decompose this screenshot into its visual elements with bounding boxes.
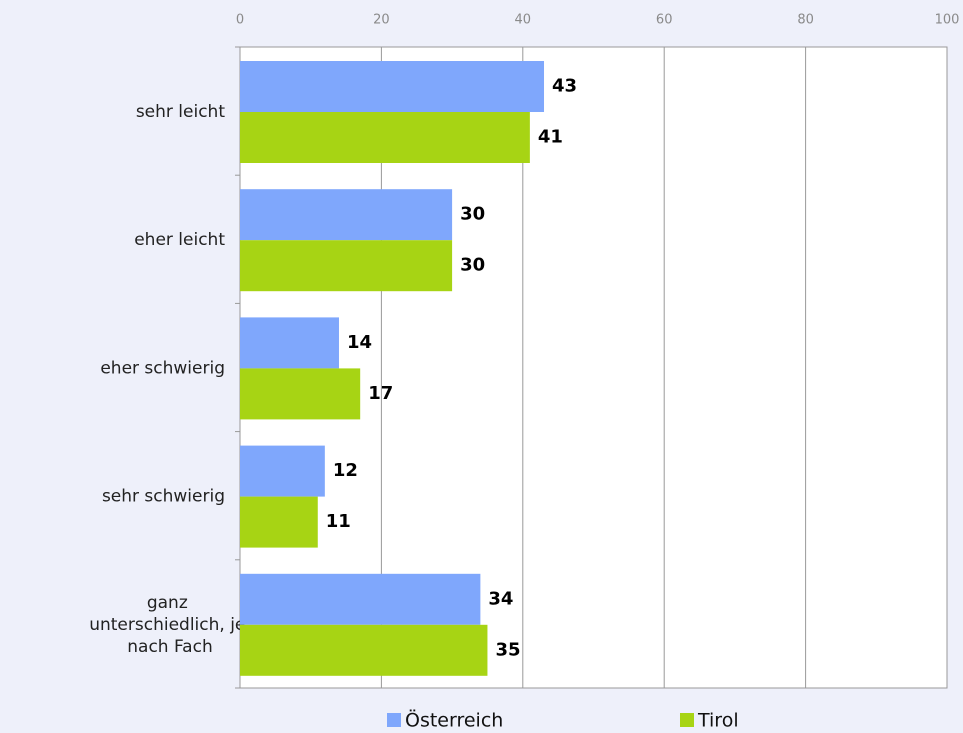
x-tick-label: 0: [236, 13, 244, 28]
bar: [240, 496, 318, 548]
y-tick-label: sehr schwierig: [102, 487, 225, 507]
legend-label: Österreich: [405, 709, 503, 732]
value-label: 34: [488, 588, 513, 609]
x-tick-label: 20: [373, 13, 390, 28]
label-line: nach Fach: [127, 637, 212, 657]
legend-swatch: [680, 713, 694, 727]
value-label: 14: [347, 332, 372, 353]
legend-label: Tirol: [697, 710, 739, 732]
value-label: 11: [326, 511, 351, 532]
y-tick-label: sehr leicht: [136, 102, 226, 122]
bar: [240, 61, 545, 112]
value-label: 17: [368, 383, 393, 404]
y-tick-label: ganz unterschiedlich, je nach Fach: [89, 593, 251, 657]
value-label: 30: [460, 204, 485, 225]
bar: [240, 112, 530, 163]
bar: [240, 189, 453, 241]
y-tick-label: eher leicht: [134, 230, 225, 250]
bar: [240, 368, 361, 420]
y-tick-label: eher schwierig: [100, 358, 225, 378]
bar: [240, 317, 339, 369]
bar: [240, 445, 325, 497]
x-tick-label: 40: [515, 13, 532, 28]
bar: [240, 573, 481, 625]
x-tick-label: 100: [935, 13, 960, 28]
bar: [240, 624, 488, 676]
value-label: 30: [460, 255, 485, 276]
x-tick-label: 80: [797, 13, 814, 28]
label-line: ganz: [147, 593, 193, 613]
legend-swatch: [387, 713, 401, 727]
value-label: 35: [495, 639, 520, 660]
bar: [240, 240, 453, 292]
value-label: 43: [552, 76, 577, 97]
x-tick-label: 60: [656, 13, 673, 28]
value-label: 41: [538, 127, 563, 148]
value-label: 12: [333, 460, 358, 481]
label-line: unterschiedlich, je: [89, 615, 251, 635]
